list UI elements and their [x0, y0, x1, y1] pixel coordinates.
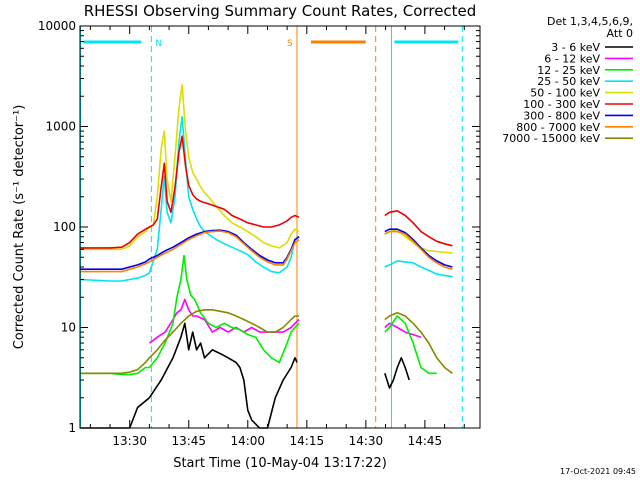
chart-title: RHESSI Observing Summary Count Rates, Co…: [84, 2, 477, 20]
x-tick-label: 14:00: [230, 434, 265, 448]
marker-label: S: [287, 39, 293, 49]
y-tick-label: 1000: [45, 120, 76, 134]
x-tick-label: 14:15: [290, 434, 325, 448]
x-tick-label: 13:45: [171, 434, 206, 448]
series-line-7: [384, 228, 453, 268]
series-line-2: [384, 322, 422, 338]
series-line-5: [80, 84, 300, 251]
series-line-1: [384, 356, 410, 389]
x-axis-label: Start Time (10-May-04 13:17:22): [173, 456, 387, 471]
y-axis-label: Corrected Count Rate (s⁻¹ detector⁻¹): [12, 105, 27, 350]
series-line-8: [384, 230, 453, 270]
legend-label: 7000 - 15000 keV: [502, 132, 600, 145]
legend-label: 3 - 6 keV: [551, 41, 600, 54]
series-line-6: [80, 135, 300, 249]
series-line-9: [80, 308, 299, 375]
legend-label: 12 - 25 keV: [537, 64, 600, 77]
y-tick-label: 100: [53, 220, 76, 234]
series-line-7: [80, 229, 300, 271]
series-line-1: [80, 322, 298, 429]
series-line-5: [384, 228, 453, 254]
y-tick-label: 1: [68, 421, 76, 435]
legend-label: 6 - 12 keV: [544, 52, 600, 65]
marker-label: N: [155, 39, 162, 49]
x-tick-label: 14:30: [349, 434, 384, 448]
y-tick-label: 10: [61, 321, 76, 335]
legend-header-line-2: Att 0: [607, 27, 633, 40]
x-tick-label: 13:30: [112, 434, 147, 448]
legend-label: 300 - 800 keV: [523, 109, 600, 122]
legend-header: Det 1,3,4,5,6,9, Att 0: [547, 15, 633, 40]
footer-timestamp: 17-Oct-2021 09:45: [560, 467, 636, 476]
x-axis: 13:30 13:45 14:00 14:15 14:30 14:45: [89, 26, 465, 448]
y-tick-label: 10000: [38, 19, 76, 33]
legend-label: 800 - 7000 keV: [516, 121, 600, 134]
series-layer: [80, 84, 453, 429]
series-line-3: [384, 315, 437, 375]
series-line-4: [384, 260, 453, 278]
x-tick-label: 14:45: [408, 434, 443, 448]
series-line-4: [80, 116, 300, 282]
y-axis: 1 10 100 1000 10000: [38, 19, 480, 435]
legend-header-line-1: Det 1,3,4,5,6,9,: [547, 15, 633, 28]
series-line-3: [80, 254, 300, 376]
series-line-2: [148, 298, 300, 344]
legend-label: 50 - 100 keV: [530, 87, 600, 100]
legend-label: 25 - 50 keV: [537, 75, 600, 88]
series-line-6: [384, 210, 453, 247]
series-line-8: [80, 230, 300, 273]
legend-label: 100 - 300 keV: [523, 98, 600, 111]
series-line-9: [384, 311, 453, 374]
